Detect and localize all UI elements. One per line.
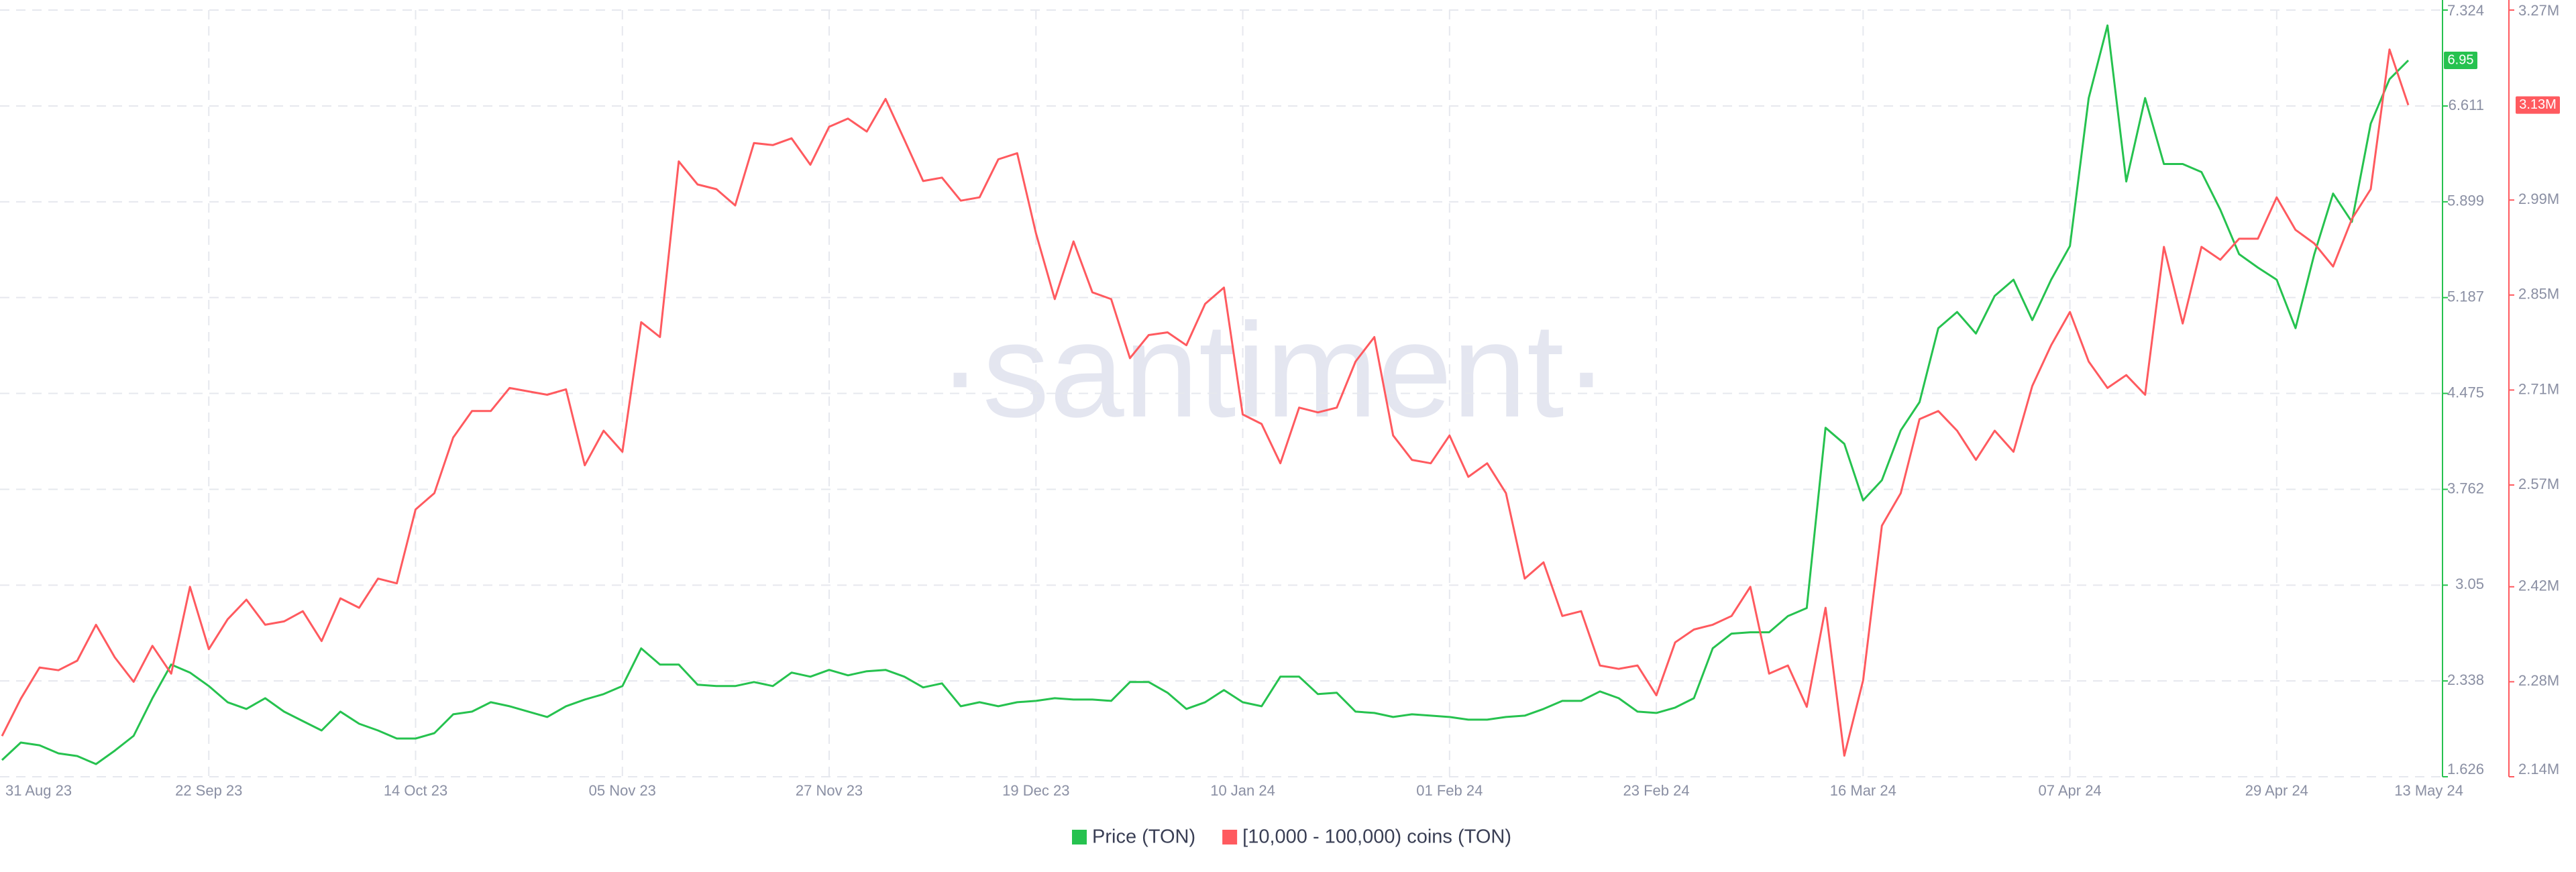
- x-tick-label: 13 May 24: [2394, 782, 2463, 799]
- y-tick-label: 3.762: [2447, 480, 2484, 496]
- x-tick-label: 27 Nov 23: [796, 782, 863, 799]
- current-value-label: 6.95: [2448, 52, 2474, 67]
- y-tick-label: 7.324: [2447, 2, 2484, 19]
- y2-tick-label: 2.71M: [2518, 380, 2559, 397]
- current-value-badge: [2444, 52, 2477, 70]
- legend: Price (TON) [10,000 - 100,000) coins (TON…: [1072, 826, 1511, 848]
- y-tick-label: 3.05: [2455, 576, 2484, 592]
- x-tick-label: 10 Jan 24: [1210, 782, 1275, 799]
- y-tick-label: 6.611: [2449, 97, 2484, 113]
- legend-swatch: [1222, 830, 1238, 844]
- current-value-badge: [2516, 96, 2560, 114]
- y2-tick-label: 2.28M: [2518, 672, 2559, 689]
- y-tick-label: 5.187: [2447, 288, 2484, 305]
- series-line: [1, 24, 2410, 765]
- x-tick-label: 31 Aug 23: [5, 782, 72, 799]
- y2-tick-label: 2.14M: [2518, 761, 2559, 777]
- x-tick-label: 14 Oct 23: [384, 782, 447, 799]
- x-tick-label: 29 Apr 24: [2245, 782, 2308, 799]
- x-tick-label: 19 Dec 23: [1002, 782, 1069, 799]
- legend-label: Price (TON): [1092, 826, 1195, 848]
- watermark: ·santiment·: [938, 296, 1609, 445]
- y2-tick-label: 3.27M: [2518, 2, 2559, 19]
- x-tick-label: 01 Feb 24: [1416, 782, 1483, 799]
- legend-swatch: [1072, 830, 1087, 844]
- x-tick-label: 23 Feb 24: [1623, 782, 1690, 799]
- y-tick-label: 5.899: [2447, 193, 2484, 209]
- current-value-label: 3.13M: [2519, 97, 2557, 112]
- x-tick-label: 16 Mar 24: [1830, 782, 1896, 799]
- y2-tick-label: 2.85M: [2518, 286, 2559, 303]
- x-tick-label: 22 Sep 23: [175, 782, 242, 799]
- legend-label: [10,000 - 100,000) coins (TON): [1242, 826, 1511, 848]
- y-tick-label: 4.475: [2447, 384, 2484, 400]
- y2-tick-label: 2.99M: [2518, 190, 2559, 207]
- y-tick-label: 2.338: [2447, 671, 2484, 688]
- x-tick-label: 05 Nov 23: [589, 782, 656, 799]
- y-tick-label: 1.626: [2447, 761, 2484, 777]
- series-line: [1, 48, 2410, 757]
- x-tick-label: 07 Apr 24: [2038, 782, 2101, 799]
- y2-tick-label: 2.57M: [2518, 476, 2559, 492]
- y2-tick-label: 2.42M: [2518, 578, 2559, 594]
